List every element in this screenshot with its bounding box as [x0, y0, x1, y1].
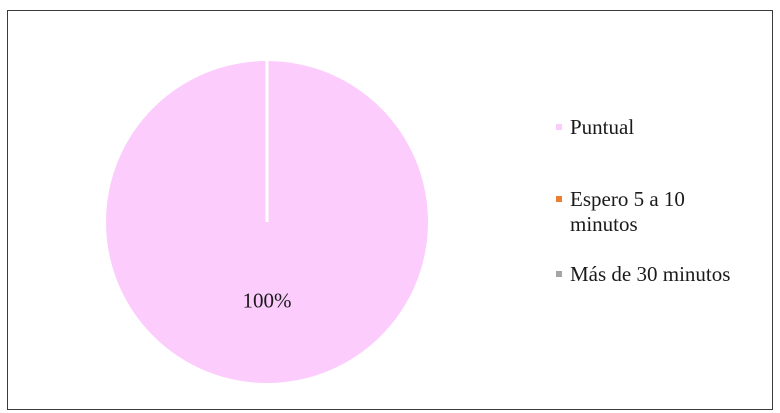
- legend-label-espero: Espero 5 a 10 minutos: [570, 187, 685, 236]
- legend-label-mas-de-30: Más de 30 minutos: [570, 262, 731, 286]
- legend-swatch-espero: [556, 196, 562, 202]
- legend-item-espero: Espero 5 a 10 minutos: [556, 187, 720, 237]
- pie-slices: [106, 60, 428, 383]
- pie-data-labels: 100%: [243, 288, 292, 312]
- chart-frame: 100% Puntual Espero 5 a 10 minutos Más d…: [7, 10, 773, 410]
- legend-item-mas-de-30: Más de 30 minutos: [556, 262, 750, 287]
- pie-chart: 100%: [106, 60, 428, 383]
- legend-swatch-mas-de-30: [556, 271, 562, 277]
- legend-item-puntual: Puntual: [556, 115, 750, 140]
- legend-swatch-puntual: [556, 124, 562, 130]
- legend-label-puntual: Puntual: [570, 115, 635, 139]
- pie-data-label-puntual: 100%: [243, 288, 292, 312]
